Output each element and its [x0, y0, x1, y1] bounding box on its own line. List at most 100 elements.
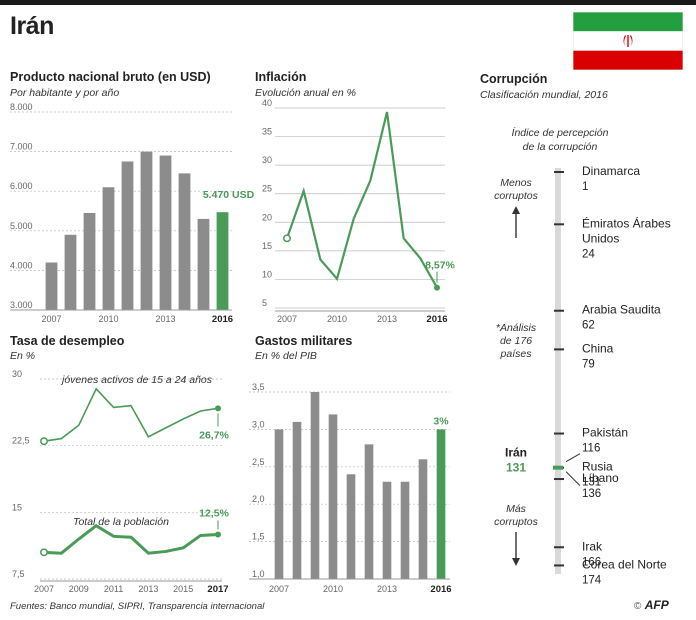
unemp-ytick: 22,5	[12, 436, 30, 446]
gnp-bar	[45, 262, 58, 310]
more-corrupt-label-2: corruptos	[494, 516, 539, 528]
gnp-chart: 8.000 7.000 6.000 5.000 4.000 3.000 2007 2010 20…	[10, 102, 255, 325]
gnp-title: Producto nacional bruto (en USD)	[10, 70, 211, 84]
country-rank: 24	[582, 248, 595, 260]
inf-ytick: 25	[262, 184, 272, 194]
gnp-xtick: 2016	[212, 314, 233, 325]
mil-ytick: 2,0	[252, 494, 265, 504]
gnp-bar	[216, 212, 229, 310]
inflation-start-point	[283, 234, 291, 243]
iran-marker	[553, 465, 563, 470]
mil-ytick: 2,5	[252, 457, 265, 467]
flag-red-stripe	[573, 50, 683, 70]
total-annotation: 12,5%	[199, 508, 229, 520]
country-rank: 1	[582, 181, 588, 193]
unemp-ytick: 7,5	[12, 569, 25, 579]
gnp-bar	[197, 218, 210, 310]
inflation-chart: 40 35 30 25 20 15 10 5 8,57% 2007 2010 2013 2016	[262, 98, 456, 325]
military-bar	[328, 414, 338, 579]
gnp-bar	[121, 161, 134, 310]
country-rank: 62	[582, 320, 595, 332]
total-series-label: Total de la población	[73, 516, 169, 528]
up-arrowhead-icon	[512, 206, 520, 214]
less-corrupt-label-2: corruptos	[494, 190, 539, 202]
copyright-symbol: ©	[634, 601, 642, 612]
gnp-subtitle: Por habitante y por año	[10, 87, 120, 99]
country-name: Pakistán	[582, 426, 628, 440]
mil-ytick: 1,5	[252, 532, 265, 542]
military-title: Gastos militares	[255, 334, 353, 348]
military-bar	[310, 392, 320, 579]
inf-ytick: 5	[262, 298, 267, 308]
inf-xtick: 2010	[327, 314, 347, 324]
gnp-ytick: 3.000	[10, 300, 33, 310]
military-chart: 3,5 3,0 2,5 2,0 1,5 1,0 2007 2010 2013 2016 3%	[249, 382, 452, 595]
country-name: China	[582, 341, 614, 355]
military-bar	[274, 429, 284, 579]
unemp-xtick: 2017	[207, 584, 228, 595]
military-bar	[364, 444, 374, 579]
more-corrupt-label-1: Más	[506, 503, 527, 515]
analysis-note-1: *Análisis	[496, 322, 537, 334]
military-subtitle: En % del PIB	[255, 350, 317, 362]
corruption-subtitle: Clasificación mundial, 2016	[480, 89, 608, 101]
military-annotation: 3%	[433, 415, 449, 427]
country-rank: 79	[582, 358, 595, 370]
country-name: Unidos	[582, 231, 619, 245]
military-bar	[418, 459, 428, 579]
gnp-ytick: 6.000	[10, 181, 33, 191]
country-rank: 136	[582, 488, 601, 500]
gnp-xtick: 2007	[41, 314, 61, 324]
mil-xtick: 2016	[430, 584, 451, 595]
analysis-note-2: de 176	[500, 335, 532, 347]
inf-ytick: 40	[262, 98, 272, 108]
inf-ytick: 20	[262, 212, 272, 222]
country-name: Dinamarca	[582, 164, 640, 178]
youth-start-point	[40, 437, 48, 446]
unemp-ytick: 15	[12, 502, 22, 512]
iran-label: Irán	[505, 446, 527, 460]
gnp-bar	[83, 212, 96, 310]
inflation-annotation: 8,57%	[425, 260, 455, 272]
mil-ytick: 1,0	[252, 569, 265, 579]
iran-flag	[573, 12, 683, 70]
afp-logo: AFP	[644, 598, 669, 612]
inflation-subtitle: Evolución anual en %	[255, 87, 356, 99]
rusia-connector	[565, 453, 581, 463]
gnp-ytick: 7.000	[10, 142, 33, 152]
corruption-chart: Índice de percepción de la corrupción Dina…	[494, 126, 671, 586]
mil-xtick: 2013	[377, 584, 397, 594]
afp-credit: © AFP	[634, 598, 669, 612]
youth-annotation: 26,7%	[199, 429, 229, 441]
country-name: Arabia Saudita	[582, 303, 661, 317]
total-start-point	[40, 548, 48, 557]
less-corrupt-label-1: Menos	[500, 177, 532, 189]
analysis-note-3: países	[500, 348, 533, 360]
gnp-bar	[178, 173, 191, 310]
military-bar	[346, 474, 356, 579]
unemployment-chart: 30 22,5 15 7,5 26,7% 12,5% jóvenes activos de …	[12, 369, 230, 595]
index-label-line2: de la corrupción	[523, 141, 598, 153]
youth-end-point	[215, 405, 221, 412]
gnp-xtick: 2013	[155, 314, 175, 324]
country-rank: 174	[582, 574, 602, 586]
unemp-xtick: 2011	[104, 584, 123, 594]
country-rank: 131	[582, 477, 601, 489]
ranking-scale	[555, 168, 561, 574]
unemp-xtick: 2009	[69, 584, 89, 594]
military-bar	[400, 481, 410, 579]
mil-ytick: 3,5	[252, 382, 265, 392]
corruption-title: Corrupción	[480, 72, 548, 86]
flag-emblem-icon	[623, 35, 633, 47]
gnp-xtick: 2010	[98, 314, 118, 324]
military-bar	[292, 421, 302, 579]
top-bar	[0, 0, 696, 5]
inflation-line	[285, 111, 438, 289]
gnp-annotation: 5.470 USD	[203, 189, 255, 201]
total-unemployment-line	[43, 523, 219, 555]
gnp-ytick: 8.000	[10, 102, 33, 112]
youth-series-label: jóvenes activos de 15 a 24 años	[60, 374, 213, 386]
gnp-bar	[159, 155, 172, 310]
libano-connector	[565, 471, 581, 487]
iran-rank: 131	[506, 461, 526, 475]
